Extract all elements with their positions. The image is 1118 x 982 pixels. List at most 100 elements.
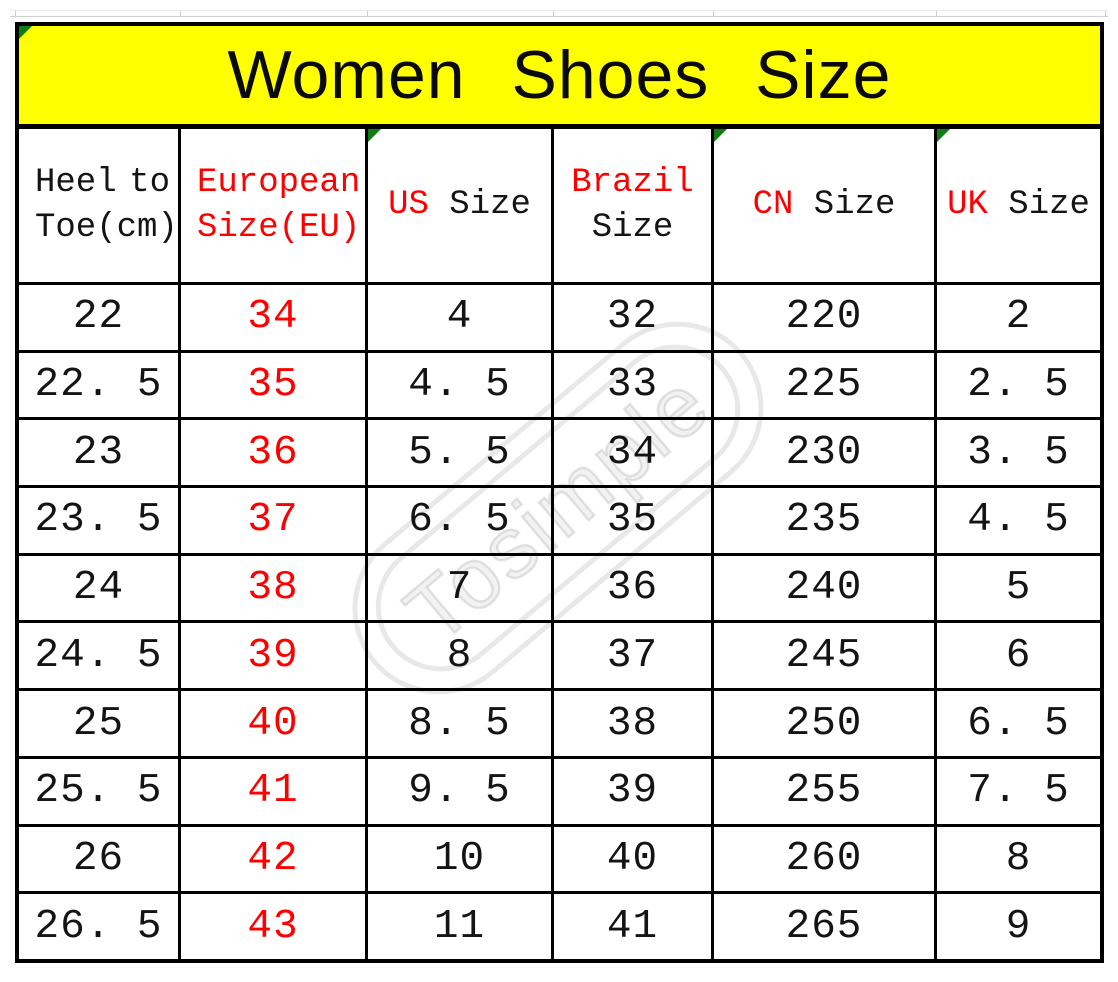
- table-cell-uk-size-row6: 6: [937, 623, 1100, 689]
- table-cell-brazil-size-row2: 33: [554, 352, 711, 418]
- header-text-segment: to: [129, 163, 170, 202]
- table-cell-uk-size-row9: 8: [937, 826, 1100, 892]
- header-label: European Size(EU): [181, 161, 365, 251]
- header-cell-eu-size: European Size(EU): [181, 129, 365, 282]
- table-cell-us-size-row6: 8: [368, 623, 551, 689]
- table-cell-us-size-row3: 5. 5: [368, 420, 551, 486]
- size-table: Heel to Toe(cm) European Size(EU) US Size Braz…: [15, 125, 1104, 963]
- header-line: Heel to: [19, 161, 178, 206]
- table-cell-eu-size-row2: 35: [181, 352, 365, 418]
- gridline-tick: [713, 11, 714, 16]
- header-cell-brazil-size: Brazil Size: [554, 129, 711, 282]
- excel-corner-triangle-icon: [368, 129, 381, 142]
- table-cell-us-size-row2: 4. 5: [368, 352, 551, 418]
- table-cell-cn-size-row7: 250: [714, 691, 934, 756]
- header-text-segment: Size: [428, 186, 531, 224]
- header-text-segment: UK: [947, 186, 988, 224]
- table-cell-eu-size-row4: 37: [181, 488, 365, 553]
- header-line: Brazil: [554, 161, 711, 206]
- gridline-tick: [1105, 11, 1106, 16]
- table-cell-heel-to-toe-row6: 24. 5: [19, 623, 178, 689]
- table-cell-brazil-size-row9: 40: [554, 826, 711, 892]
- spreadsheet-gridline-strip: [10, 10, 1108, 17]
- table-cell-heel-to-toe-row9: 26: [19, 826, 178, 892]
- header-label: CN Size: [714, 183, 934, 228]
- header-line: Size(EU): [181, 206, 365, 251]
- table-cell-uk-size-row10: 9: [937, 894, 1100, 959]
- header-text-segment: Size: [591, 208, 674, 247]
- header-cell-uk-size: UK Size: [937, 129, 1100, 282]
- table-cell-us-size-row9: 10: [368, 826, 551, 892]
- table-cell-cn-size-row8: 255: [714, 758, 934, 824]
- table-cell-eu-size-row8: 41: [181, 758, 365, 824]
- table-cell-us-size-row4: 6. 5: [368, 488, 551, 553]
- excel-corner-triangle-icon: [19, 26, 32, 39]
- table-cell-brazil-size-row10: 41: [554, 894, 711, 959]
- table-cell-us-size-row1: 4: [368, 285, 551, 350]
- gridline-tick: [15, 11, 16, 16]
- table-cell-heel-to-toe-row7: 25: [19, 691, 178, 756]
- header-label: Brazil Size: [554, 161, 711, 251]
- table-cell-cn-size-row4: 235: [714, 488, 934, 553]
- table-cell-uk-size-row2: 2. 5: [937, 352, 1100, 418]
- table-cell-cn-size-row9: 260: [714, 826, 934, 892]
- table-cell-eu-size-row10: 43: [181, 894, 365, 959]
- table-cell-brazil-size-row4: 35: [554, 488, 711, 553]
- table-cell-brazil-size-row7: 38: [554, 691, 711, 756]
- table-cell-eu-size-row1: 34: [181, 285, 365, 350]
- header-text-segment: Size(EU): [197, 208, 361, 247]
- table-cell-cn-size-row1: 220: [714, 285, 934, 350]
- header-text-segment: Size: [793, 186, 896, 224]
- header-text-segment: CN: [752, 186, 794, 224]
- table-cell-brazil-size-row3: 34: [554, 420, 711, 486]
- header-text-segment: European: [197, 163, 361, 202]
- table-cell-heel-to-toe-row1: 22: [19, 285, 178, 350]
- gridline-tick: [553, 11, 554, 16]
- header-cell-cn-size: CN Size: [714, 129, 934, 282]
- table-cell-eu-size-row7: 40: [181, 691, 365, 756]
- table-cell-uk-size-row3: 3. 5: [937, 420, 1100, 486]
- table-cell-eu-size-row6: 39: [181, 623, 365, 689]
- table-cell-us-size-row8: 9. 5: [368, 758, 551, 824]
- header-text-segment: Brazil: [571, 163, 694, 202]
- header-text-segment: US: [388, 186, 429, 224]
- table-cell-us-size-row5: 7: [368, 555, 551, 621]
- page-title: Women Shoes Size: [227, 37, 892, 113]
- table-cell-uk-size-row4: 4. 5: [937, 488, 1100, 553]
- table-cell-heel-to-toe-row5: 24: [19, 555, 178, 621]
- table-cell-heel-to-toe-row4: 23. 5: [19, 488, 178, 553]
- header-line: European: [181, 161, 365, 206]
- table-cell-cn-size-row6: 245: [714, 623, 934, 689]
- header-line: Size: [554, 206, 711, 251]
- header-line: US Size: [368, 183, 551, 228]
- header-label: US Size: [368, 183, 551, 228]
- table-cell-cn-size-row10: 265: [714, 894, 934, 959]
- table-cell-heel-to-toe-row2: 22. 5: [19, 352, 178, 418]
- table-cell-eu-size-row9: 42: [181, 826, 365, 892]
- table-cell-brazil-size-row5: 36: [554, 555, 711, 621]
- table-cell-eu-size-row5: 38: [181, 555, 365, 621]
- table-cell-uk-size-row7: 6. 5: [937, 691, 1100, 756]
- table-cell-heel-to-toe-row3: 23: [19, 420, 178, 486]
- header-label: Heel to Toe(cm): [19, 161, 178, 251]
- table-cell-eu-size-row3: 36: [181, 420, 365, 486]
- header-text-segment: Toe(cm): [35, 208, 178, 247]
- table-cell-brazil-size-row6: 37: [554, 623, 711, 689]
- table-cell-heel-to-toe-row10: 26. 5: [19, 894, 178, 959]
- excel-corner-triangle-icon: [937, 129, 950, 142]
- table-cell-uk-size-row5: 5: [937, 555, 1100, 621]
- title-banner: Women Shoes Size: [15, 22, 1104, 128]
- table-cell-brazil-size-row8: 39: [554, 758, 711, 824]
- header-cell-heel-to-toe: Heel to Toe(cm): [19, 129, 178, 282]
- table-cell-us-size-row7: 8. 5: [368, 691, 551, 756]
- gridline-tick: [180, 11, 181, 16]
- table-cell-cn-size-row5: 240: [714, 555, 934, 621]
- header-text-segment: Heel: [35, 163, 117, 202]
- table-cell-cn-size-row2: 225: [714, 352, 934, 418]
- gridline-tick: [367, 11, 368, 16]
- excel-corner-triangle-icon: [714, 129, 727, 142]
- table-cell-heel-to-toe-row8: 25. 5: [19, 758, 178, 824]
- table-cell-brazil-size-row1: 32: [554, 285, 711, 350]
- header-text-segment: Size: [987, 186, 1090, 224]
